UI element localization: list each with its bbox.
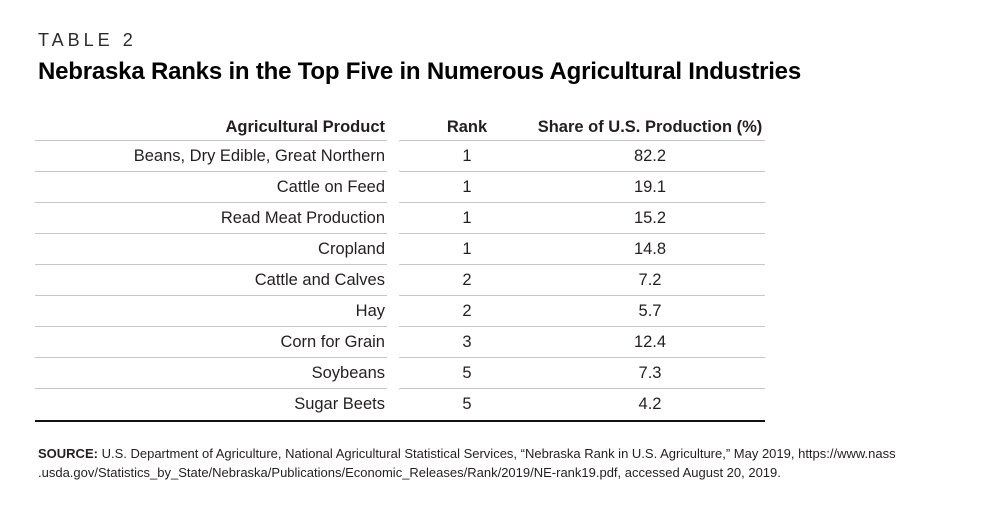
source-label: SOURCE:: [38, 446, 98, 461]
row-right-block: 5 4.2: [399, 389, 765, 420]
product-cell: Cattle on Feed: [35, 172, 387, 203]
share-cell: 4.2: [638, 395, 662, 414]
column-gap: [387, 203, 399, 234]
column-gap: [387, 265, 399, 296]
rank-cell: 1: [462, 239, 472, 258]
rank-cell: 2: [462, 270, 472, 289]
column-gap: [387, 358, 399, 389]
product-cell: Read Meat Production: [35, 203, 387, 234]
row-right-block: 2 7.2: [399, 265, 765, 296]
rank-cell: 5: [462, 363, 472, 382]
row-right-block: 1 19.1: [399, 172, 765, 203]
product-cell: Sugar Beets: [294, 395, 385, 414]
row-right-block: 1 15.2: [399, 203, 765, 234]
table-row: Cattle on Feed 1 19.1: [35, 172, 765, 203]
share-cell: 12.4: [633, 332, 667, 351]
source-note: SOURCE: U.S. Department of Agriculture, …: [38, 444, 978, 482]
product-cell: Soybeans: [35, 358, 387, 389]
table-bottom-rule: [35, 420, 765, 422]
header-right-block: Rank Share of U.S. Production (%): [399, 114, 765, 141]
column-gap: [387, 172, 399, 203]
table-row: Hay 2 5.7: [35, 296, 765, 327]
product-cell: Corn for Grain: [35, 327, 387, 358]
source-text-1: U.S. Department of Agriculture, National…: [101, 446, 896, 461]
share-cell: 7.2: [638, 270, 662, 289]
share-cell: 19.1: [633, 177, 667, 196]
product-cell: Cattle and Calves: [35, 265, 387, 296]
rank-cell: 1: [462, 208, 472, 227]
row-right-block: 1 82.2: [399, 141, 765, 172]
rank-cell: 1: [462, 146, 472, 165]
table-row: Beans, Dry Edible, Great Northern 1 82.2: [35, 141, 765, 172]
source-line-1: SOURCE: U.S. Department of Agriculture, …: [38, 444, 978, 463]
table-header-row: Agricultural Product Rank Share of U.S. …: [35, 114, 765, 141]
column-gap: [387, 389, 399, 420]
table-title: Nebraska Ranks in the Top Five in Numero…: [38, 58, 801, 85]
row-right-block: 5 7.3: [399, 358, 765, 389]
table-row: Soybeans 5 7.3: [35, 358, 765, 389]
header-rank: Rank: [446, 117, 488, 136]
header-agricultural-product: Agricultural Product: [35, 114, 387, 141]
product-cell: Cropland: [35, 234, 387, 265]
share-cell: 15.2: [633, 208, 667, 227]
rank-cell: 5: [462, 395, 472, 414]
table-body: Beans, Dry Edible, Great Northern 1 82.2 Ca…: [35, 141, 765, 420]
share-cell: 7.3: [638, 363, 662, 382]
row-right-block: 3 12.4: [399, 327, 765, 358]
data-table: Agricultural Product Rank Share of U.S. …: [35, 114, 765, 420]
source-text-2: .usda.gov/Statistics_by_State/Nebraska/P…: [38, 465, 781, 480]
column-gap: [387, 327, 399, 358]
table-row: Cropland 1 14.8: [35, 234, 765, 265]
share-cell: 5.7: [638, 301, 662, 320]
rank-cell: 2: [462, 301, 472, 320]
table-number-label: TABLE 2: [38, 30, 137, 50]
row-right-block: 2 5.7: [399, 296, 765, 327]
header-share: Share of U.S. Production (%): [537, 117, 763, 136]
column-gap: [387, 141, 399, 172]
column-gap: [387, 114, 399, 141]
row-right-block: 1 14.8: [399, 234, 765, 265]
column-gap: [387, 296, 399, 327]
product-cell: Hay: [35, 296, 387, 327]
rank-cell: 1: [462, 177, 472, 196]
share-cell: 82.2: [633, 146, 667, 165]
source-line-2: .usda.gov/Statistics_by_State/Nebraska/P…: [38, 463, 978, 482]
column-gap: [387, 234, 399, 265]
product-cell: Beans, Dry Edible, Great Northern: [35, 141, 387, 172]
table-row: Corn for Grain 3 12.4: [35, 327, 765, 358]
rank-cell: 3: [462, 332, 472, 351]
content-area: TABLE 2 Nebraska Ranks in the Top Five i…: [35, 30, 978, 482]
share-cell: 14.8: [633, 239, 667, 258]
table-row: Cattle and Calves 2 7.2: [35, 265, 765, 296]
table-row: Sugar Beets 5 4.2: [35, 389, 765, 420]
table-row: Read Meat Production 1 15.2: [35, 203, 765, 234]
